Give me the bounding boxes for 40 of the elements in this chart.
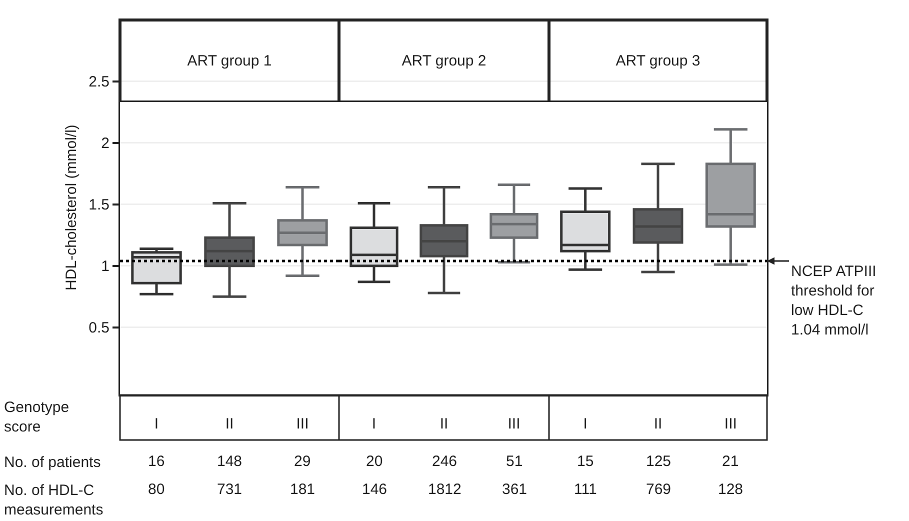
x-tick-label: II (654, 416, 662, 432)
x-tick-label: III (724, 416, 737, 432)
text: 246 (432, 453, 458, 470)
x-tick-label: I (372, 416, 376, 432)
y-tick-label: 1.5 (88, 196, 110, 214)
x-axis-title: Genotype score (4, 399, 70, 436)
y-tick-label: 0.5 (88, 320, 110, 337)
text: 148 (217, 453, 242, 470)
x-tick-label: I (154, 416, 159, 432)
x-tick-label: II (440, 416, 448, 432)
text: 1812 (428, 481, 462, 498)
x-tick-label: I (583, 416, 588, 432)
text: ART group 2 (402, 52, 486, 70)
text: 731 (217, 481, 242, 498)
text: 146 (362, 481, 388, 498)
text: 16 (148, 453, 165, 470)
text: 769 (646, 481, 672, 498)
text: 80 (148, 481, 165, 498)
ref-line-label: NCEP ATPIII threshold for low HDL-C 1.04 mmol/l (791, 263, 876, 338)
text: ART group 1 (187, 52, 272, 70)
text: 21 (722, 453, 739, 470)
text: 15 (577, 453, 594, 470)
x-tick-label: III (508, 416, 520, 432)
y-tick-label: 2 (101, 135, 110, 152)
text: 361 (502, 481, 528, 498)
text: 128 (718, 481, 744, 498)
x-tick-label: II (225, 416, 234, 432)
text: 29 (294, 453, 311, 470)
text: 125 (646, 453, 672, 470)
text: ART group 3 (616, 52, 700, 70)
text: No. of HDL-C measurements (4, 482, 104, 518)
x-tick-label: III (296, 416, 309, 432)
text: 181 (290, 481, 316, 498)
y-tick-label: 1 (101, 258, 110, 276)
y-tick-label: 2.5 (88, 74, 110, 91)
text: 51 (506, 453, 523, 470)
text: No. of patients (4, 454, 101, 471)
text: 20 (366, 453, 383, 470)
text: 111 (574, 481, 597, 498)
y-axis-title: HDL-cholesterol (mmol/l) (63, 124, 80, 290)
